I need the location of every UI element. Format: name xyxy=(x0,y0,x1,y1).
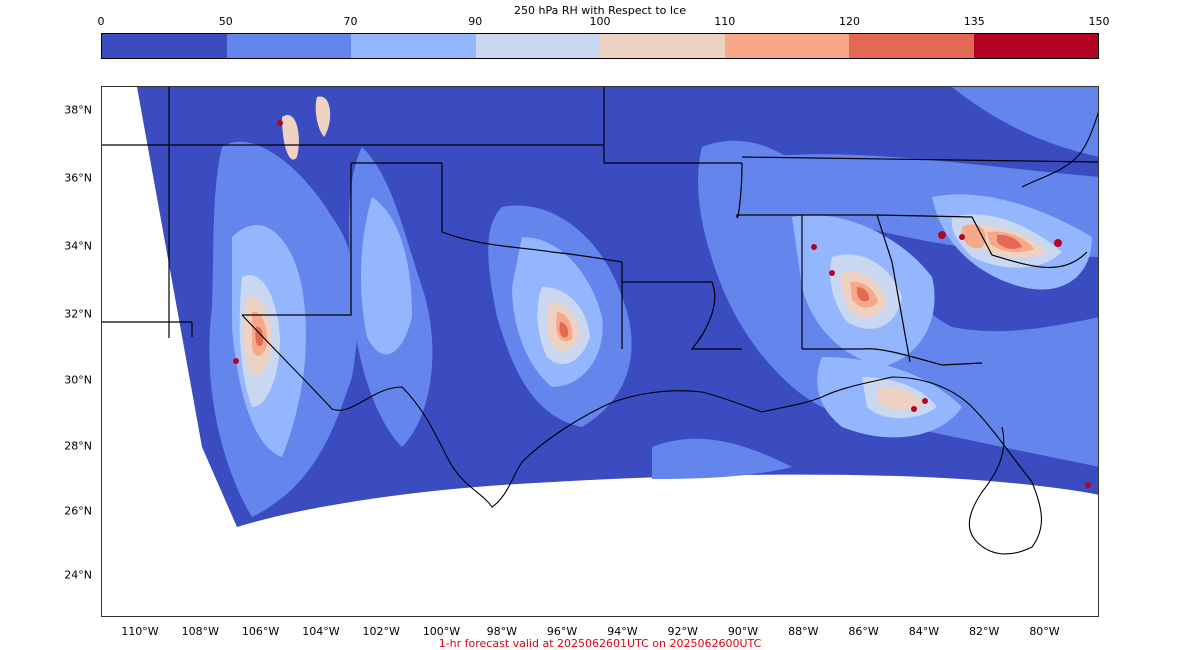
latitude-label: 34°N xyxy=(64,239,92,253)
colorbar-segment xyxy=(226,34,351,58)
rh-field-map xyxy=(102,87,1098,555)
longitude-label: 88°W xyxy=(788,625,819,638)
colorbar-segment xyxy=(724,34,849,58)
latitude-label: 32°N xyxy=(64,307,92,321)
colorbar-segment xyxy=(973,34,1098,58)
latitude-label: 30°N xyxy=(64,373,92,387)
longitude-label: 104°W xyxy=(302,625,340,638)
coastline xyxy=(241,111,1098,555)
colorbar-tick-label: 120 xyxy=(839,15,860,28)
colorbar xyxy=(101,33,1099,59)
colorbar-tick-label: 135 xyxy=(963,15,985,28)
colorbar-tick-label: 150 xyxy=(1088,15,1110,28)
longitude-label: 82°W xyxy=(969,625,1000,638)
latitude-label: 26°N xyxy=(64,504,92,518)
colorbar-tick-label: 0 xyxy=(97,15,105,28)
longitude-label: 90°W xyxy=(727,625,759,638)
latitude-label: 24°N xyxy=(64,568,92,582)
map-panel xyxy=(101,86,1099,617)
colorbar-segment xyxy=(351,34,476,58)
longitude-label: 102°W xyxy=(362,625,400,638)
colorbar-segment xyxy=(102,34,227,58)
longitude-label: 100°W xyxy=(422,625,461,638)
latitude-label: 28°N xyxy=(64,439,92,453)
longitude-label: 110°W xyxy=(121,625,159,638)
state-borders xyxy=(102,87,1098,366)
longitude-label: 92°W xyxy=(667,625,698,638)
latitude-label: 36°N xyxy=(64,171,92,185)
colorbar-title: 250 hPa RH with Respect to Ice xyxy=(514,4,686,17)
colorbar-segment xyxy=(475,34,600,58)
latitude-label: 38°N xyxy=(64,103,92,117)
longitude-label: 108°W xyxy=(181,625,219,638)
colorbar-tick-label: 110 xyxy=(714,15,736,28)
forecast-footer: 1-hr forecast valid at 2025062601UTC on … xyxy=(438,637,762,650)
longitude-label: 94°W xyxy=(607,625,638,638)
colorbar-tick-label: 70 xyxy=(343,15,358,28)
colorbar-segment xyxy=(849,34,974,58)
longitude-label: 96°W xyxy=(546,625,578,638)
longitude-label: 106°W xyxy=(241,625,280,638)
longitude-label: 86°W xyxy=(848,625,879,638)
colorbar-segment xyxy=(600,34,725,58)
longitude-label: 80°W xyxy=(1029,625,1060,638)
colorbar-tick-label: 50 xyxy=(218,15,233,28)
colorbar-tick-label: 90 xyxy=(468,15,483,28)
colorbar-tick-label: 100 xyxy=(589,15,611,28)
longitude-label: 98°W xyxy=(486,625,517,638)
longitude-label: 84°W xyxy=(908,625,940,638)
